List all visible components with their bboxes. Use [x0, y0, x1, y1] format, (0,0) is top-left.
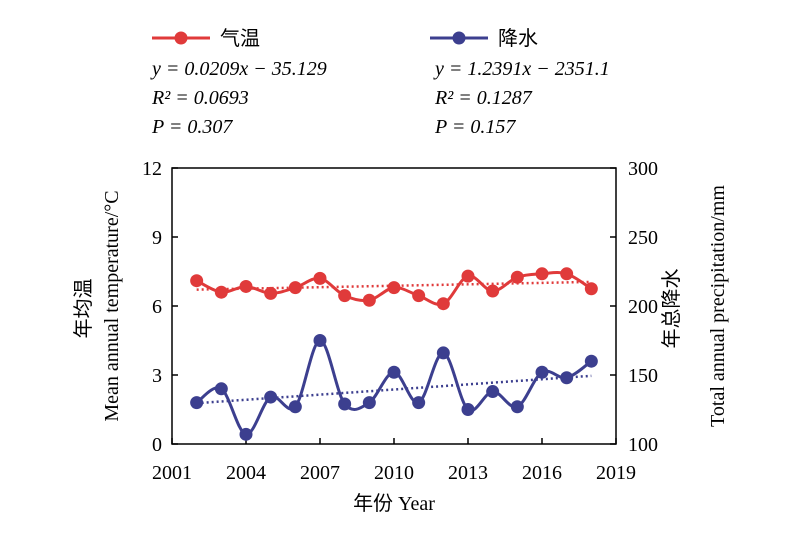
precipitation-point	[288, 400, 302, 414]
svg-text:年总降水 Total annual precip: 年总降水 Total annual precipitation/mm	[660, 185, 729, 427]
temperature-trend-line	[196, 280, 592, 291]
right-y-axis-title-cn: 年总降水	[660, 269, 683, 349]
legend: 气温 降水	[152, 27, 538, 50]
temperature-point	[338, 289, 352, 303]
precipitation-point	[461, 403, 475, 416]
right-y-axis: 100 150 200 250 300	[610, 158, 658, 456]
right-y-tick-label: 200	[628, 296, 658, 318]
precipitation-point	[535, 365, 549, 379]
precipitation-point	[313, 334, 327, 347]
temperature-point	[584, 282, 598, 296]
left-y-tick-label: 0	[152, 434, 162, 456]
precipitation-point	[239, 427, 253, 441]
precipitation-point	[436, 346, 450, 360]
left-y-tick-label: 9	[152, 227, 162, 249]
left-y-axis: 0 3 6 9 12	[142, 158, 178, 456]
temperature-point	[510, 270, 524, 284]
left-y-tick-label: 3	[152, 365, 162, 387]
temperature-point	[214, 285, 228, 299]
precipitation-point	[338, 397, 352, 411]
left-y-axis-title-en: Mean annual temperature/°C	[101, 190, 123, 421]
temperature-point	[239, 279, 253, 293]
right-y-tick-label: 250	[628, 227, 658, 249]
series-lines	[190, 267, 598, 441]
temperature-p: P = 0.307	[151, 116, 233, 138]
precipitation-point	[264, 390, 278, 404]
temperature-point	[288, 281, 302, 295]
x-tick-label: 2019	[596, 462, 636, 484]
precipitation-point	[190, 396, 204, 410]
temperature-point	[313, 271, 327, 285]
svg-text:年均温 Mean annual temperat: 年均温 Mean annual temperature/°C	[72, 190, 123, 421]
left-y-axis-title-cn: 年均温	[72, 279, 95, 339]
temperature-r2: R² = 0.0693	[151, 87, 249, 109]
legend-marker-temperature	[174, 31, 188, 45]
precipitation-point	[362, 396, 376, 410]
precipitation-p: P = 0.157	[434, 116, 516, 138]
temperature-point	[190, 274, 204, 288]
precipitation-point	[510, 400, 524, 414]
precipitation-point	[560, 371, 574, 385]
x-tick-label: 2013	[448, 462, 488, 484]
temperature-point	[362, 293, 376, 307]
legend-label-precipitation: 降水	[498, 27, 538, 50]
x-axis-title: 年份 Year	[353, 492, 435, 515]
x-tick-label: 2007	[300, 462, 340, 484]
x-tick-label: 2010	[374, 462, 414, 484]
right-y-tick-label: 300	[628, 158, 658, 180]
precipitation-point	[584, 354, 598, 368]
right-y-tick-label: 100	[628, 434, 658, 456]
precipitation-equation: y = 1.2391x − 2351.1	[433, 58, 610, 80]
left-y-axis-title: 年均温 Mean annual temperature/°C	[72, 190, 123, 421]
temperature-point	[436, 297, 450, 311]
temperature-point	[461, 269, 475, 283]
left-y-tick-label: 12	[142, 158, 162, 180]
plot-frame	[171, 167, 617, 445]
temperature-point	[412, 289, 426, 303]
precipitation-r2: R² = 0.1287	[434, 87, 533, 109]
temperature-point	[560, 267, 574, 281]
temperature-point	[486, 284, 500, 298]
temperature-point	[535, 267, 549, 281]
precipitation-series-line	[195, 339, 593, 436]
x-tick-label: 2016	[522, 462, 562, 484]
trend-lines	[196, 280, 592, 405]
x-axis: 2001 2004 2007 2010 2013 2016 2019	[152, 438, 636, 484]
precipitation-point	[486, 385, 500, 399]
right-y-axis-title-en: Total annual precipitation/mm	[707, 185, 729, 427]
right-y-axis-title: 年总降水 Total annual precipitation/mm	[660, 185, 729, 427]
temperature-point	[387, 281, 401, 295]
temperature-equation: y = 0.0209x − 35.129	[150, 58, 327, 80]
left-y-tick-label: 6	[152, 296, 162, 318]
x-tick-label: 2004	[226, 462, 266, 484]
regression-stats: y = 0.0209x − 35.129 R² = 0.0693 P = 0.3…	[150, 58, 610, 138]
legend-label-temperature: 气温	[220, 27, 260, 50]
precipitation-point	[412, 396, 426, 410]
legend-marker-precipitation	[452, 31, 466, 45]
precipitation-point	[214, 382, 228, 396]
x-tick-label: 2001	[152, 462, 192, 484]
precipitation-trend-line	[196, 374, 592, 405]
precipitation-point	[387, 365, 401, 379]
right-y-tick-label: 150	[628, 365, 658, 387]
temperature-point	[264, 286, 278, 300]
